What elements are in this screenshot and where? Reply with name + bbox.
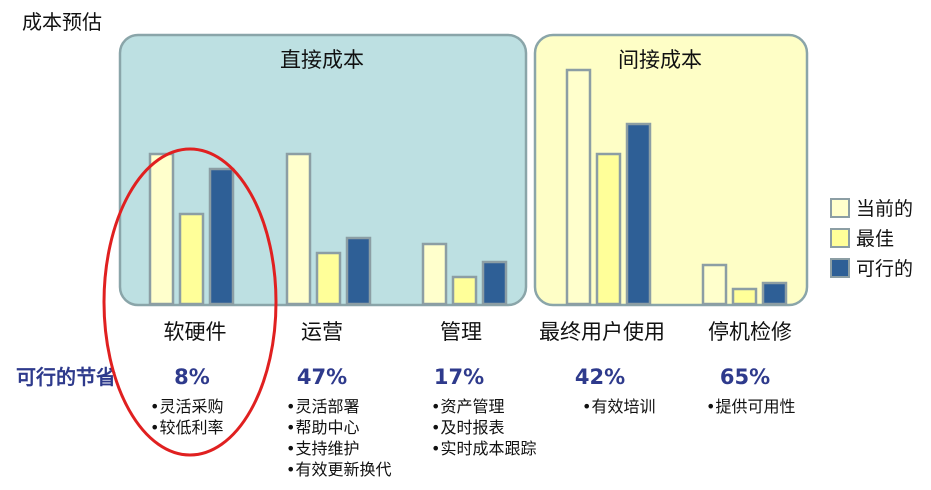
savings-notes: •灵活采购 •较低利率 •灵活部署 •帮助中心 •支持维护 •有效更新换代 •资产管理 •及时…	[150, 397, 795, 479]
savings-values: 8% 47% 17% 42% 65%	[174, 365, 770, 389]
savings-row-label: 可行的节省	[16, 365, 116, 389]
indirect-cost-label: 间接成本	[618, 48, 702, 72]
bar-3-series-2	[451, 275, 478, 306]
legend-label-1: 当前的	[856, 198, 913, 220]
savings-note-5-1: •提供可用性	[706, 397, 795, 416]
bar-4-series-3	[625, 122, 652, 306]
savings-note-3-3: •实时成本跟踪	[431, 439, 536, 458]
category-label-5: 停机检修	[708, 320, 792, 344]
legend-swatch-2	[830, 228, 850, 248]
savings-note-1-2: •较低利率	[150, 418, 223, 437]
savings-note-2-2: •帮助中心	[286, 418, 359, 437]
legend-swatch-3	[830, 258, 850, 278]
legend-swatch-1	[830, 198, 850, 218]
chart-title: 成本预估	[22, 10, 102, 34]
legend-label-3: 可行的	[856, 258, 913, 280]
bar-1-series-1	[148, 152, 175, 306]
bar-5-series-2	[731, 287, 758, 306]
bar-3-series-1	[421, 242, 448, 306]
bars	[148, 68, 788, 306]
savings-note-2-4: •有效更新换代	[286, 460, 391, 479]
bar-3-series-3	[481, 260, 508, 306]
savings-note-3-1: •资产管理	[431, 397, 504, 416]
savings-note-4-1: •有效培训	[582, 397, 655, 416]
bar-2-series-3	[345, 236, 372, 306]
savings-note-2-1: •灵活部署	[286, 397, 359, 416]
savings-value-4: 42%	[575, 365, 625, 389]
bar-4-series-2	[595, 152, 622, 306]
savings-value-5: 65%	[720, 365, 770, 389]
category-label-4: 最终用户使用	[539, 320, 665, 344]
bar-1-series-2	[178, 212, 205, 306]
savings-value-1: 8%	[174, 365, 210, 389]
direct-cost-label: 直接成本	[280, 48, 364, 72]
bar-2-series-1	[285, 152, 312, 306]
category-labels: 软硬件 运营 管理 最终用户使用 停机检修	[164, 320, 793, 344]
savings-value-2: 47%	[297, 365, 347, 389]
bar-5-series-3	[761, 281, 788, 306]
legend-label-2: 最佳	[856, 228, 894, 250]
savings-note-1-1: •灵活采购	[150, 397, 223, 416]
savings-value-3: 17%	[434, 365, 484, 389]
category-label-3: 管理	[440, 320, 482, 344]
category-label-2: 运营	[301, 320, 343, 344]
savings-note-3-2: •及时报表	[431, 418, 504, 437]
bar-1-series-3	[208, 167, 235, 306]
category-label-1: 软硬件	[164, 320, 227, 344]
highlight-ellipse	[102, 147, 278, 457]
bar-5-series-1	[701, 263, 728, 306]
bar-2-series-2	[315, 251, 342, 306]
bar-4-series-1	[565, 68, 592, 306]
savings-note-2-3: •支持维护	[286, 439, 359, 458]
